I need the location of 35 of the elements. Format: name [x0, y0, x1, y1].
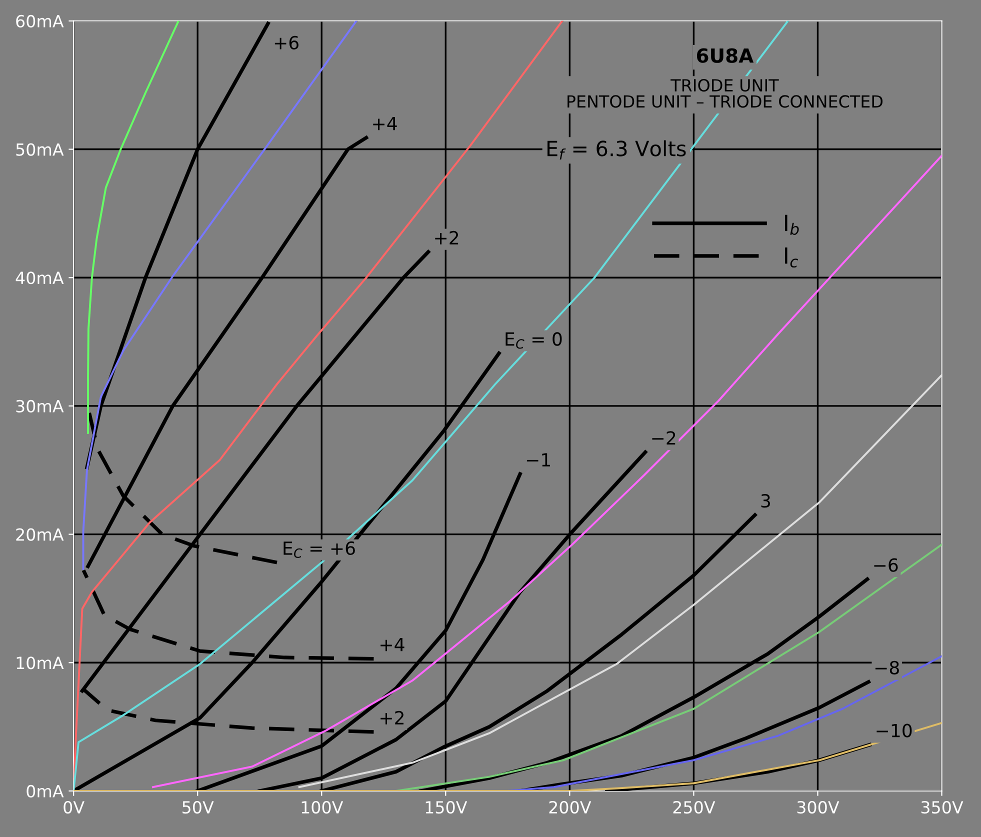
series-label: −1 [526, 453, 550, 466]
series-label: +6 [274, 36, 298, 50]
y-tick-label: 40mA [16, 272, 64, 284]
annotation: I$_{c}$ [785, 247, 798, 268]
line-series [82, 20, 358, 570]
text: TRIODE UNIT PENTODE UNIT – TRIODE CONNECTED [568, 78, 883, 108]
line-series [86, 20, 180, 434]
series-label: −6 [874, 558, 898, 572]
x-tick-label: 250V [673, 800, 716, 814]
y-tick-label: 30mA [16, 400, 64, 413]
series-label: +4 [380, 638, 404, 652]
series-label: 3 [761, 494, 770, 508]
text: 6U8A [696, 48, 754, 63]
annotation: I$_{b}$ [785, 214, 799, 235]
y-tick-label: 0mA [26, 784, 64, 798]
series-label: +4 [373, 116, 397, 130]
x-tick-label: 150V [426, 800, 468, 814]
y-tick-label: 10mA [16, 656, 64, 670]
x-tick-label: 350V [921, 800, 964, 814]
x-tick-label: 200V [549, 800, 592, 814]
x-tick-label: 0V [64, 800, 84, 814]
x-tick-label: 50V [182, 800, 214, 814]
y-tick-label: 60mA [16, 14, 64, 28]
series-label: +2 [435, 230, 458, 244]
annotation: E$_{f}$ = 6.3 Volts [548, 140, 686, 160]
series-label: −10 [876, 724, 912, 738]
series-label: −8 [875, 660, 899, 675]
series-label: −2 [652, 431, 676, 445]
x-tick-label: 300V [797, 800, 840, 814]
x-tick-label: 100V [302, 800, 344, 814]
y-tick-label: 50mA [16, 143, 64, 156]
series-label: +2 [380, 710, 404, 724]
series-label: E$_{C}$ = +6 [284, 541, 355, 558]
y-tick-label: 20mA [16, 528, 64, 541]
series-label: E$_{C}$ = 0 [506, 332, 562, 349]
